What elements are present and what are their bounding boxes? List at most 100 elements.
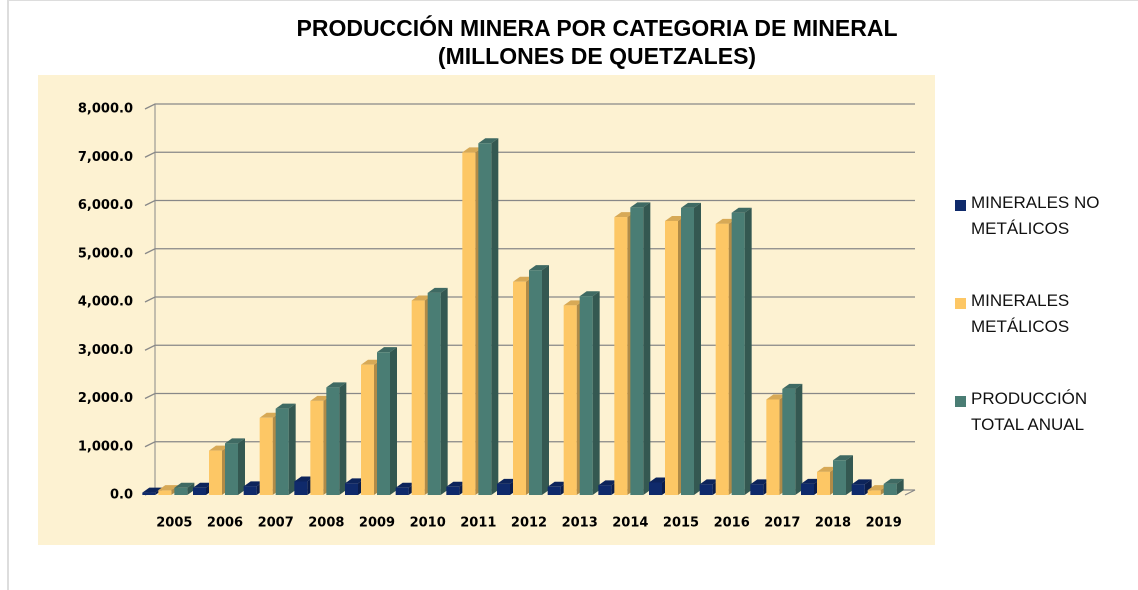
grid-line bbox=[144, 248, 915, 255]
bar bbox=[478, 143, 492, 495]
bar-top bbox=[513, 276, 533, 282]
bar-top bbox=[731, 207, 752, 213]
bar bbox=[665, 220, 678, 495]
bar-top bbox=[326, 382, 347, 388]
y-tick-label: 1,000.0 bbox=[78, 439, 133, 454]
y-tick-label: 4,000.0 bbox=[78, 295, 133, 310]
bar bbox=[462, 152, 476, 496]
bar-top bbox=[801, 478, 821, 484]
bar bbox=[817, 471, 830, 495]
bar bbox=[158, 490, 172, 495]
bar-top bbox=[259, 412, 280, 418]
bar-top bbox=[699, 479, 720, 485]
x-tick-label: 2006 bbox=[207, 516, 243, 531]
bar-top bbox=[782, 383, 803, 389]
bar-side bbox=[187, 482, 195, 495]
x-tick-label: 2013 bbox=[562, 516, 598, 531]
x-tick-label: 2012 bbox=[511, 516, 547, 531]
bar bbox=[529, 270, 542, 495]
bar-top bbox=[529, 265, 549, 271]
bar bbox=[513, 281, 526, 495]
bar-top bbox=[294, 476, 315, 482]
bar-top bbox=[614, 212, 635, 218]
bar bbox=[446, 486, 460, 495]
bar-top bbox=[142, 487, 163, 493]
legend-swatch bbox=[955, 298, 966, 309]
x-tick-label: 2009 bbox=[359, 516, 395, 531]
x-tick-label: 2005 bbox=[156, 516, 192, 531]
bar bbox=[867, 490, 881, 495]
bar bbox=[598, 485, 612, 495]
bar-side bbox=[643, 202, 651, 495]
bar bbox=[310, 400, 324, 495]
bar bbox=[427, 292, 441, 495]
bar-top bbox=[630, 202, 651, 208]
bar-top bbox=[750, 479, 771, 485]
x-tick-label: 2017 bbox=[764, 516, 800, 531]
bar-top bbox=[478, 138, 499, 144]
bar-top bbox=[361, 359, 381, 365]
bar-side bbox=[390, 347, 397, 495]
x-tick-label: 2018 bbox=[815, 516, 851, 531]
legend-label: MINERALES METÁLICOS bbox=[971, 291, 1070, 336]
x-tick-label: 2008 bbox=[308, 516, 344, 531]
bar bbox=[731, 212, 745, 496]
legend: MINERALES NO METÁLICOS MINERALES METÁLICO… bbox=[955, 193, 1135, 489]
bar-top bbox=[598, 480, 619, 486]
bar-top bbox=[225, 438, 245, 444]
bar bbox=[579, 296, 593, 495]
grid-line bbox=[144, 199, 915, 207]
bar-top bbox=[851, 479, 872, 485]
bar bbox=[699, 484, 713, 495]
bar-top bbox=[209, 445, 229, 451]
bar bbox=[614, 217, 628, 495]
y-tick-label: 2,000.0 bbox=[78, 391, 133, 406]
bar bbox=[225, 443, 238, 495]
bar bbox=[411, 300, 425, 495]
grid-line bbox=[144, 296, 915, 303]
y-tick-label: 0.0 bbox=[110, 488, 133, 503]
bar-top bbox=[766, 394, 787, 400]
bar bbox=[193, 487, 206, 495]
bar-side bbox=[288, 403, 296, 495]
bar bbox=[715, 223, 729, 495]
bar bbox=[630, 207, 644, 495]
bar-top bbox=[193, 482, 213, 488]
bar bbox=[243, 486, 257, 495]
bar bbox=[649, 482, 662, 495]
bar-top bbox=[665, 215, 685, 221]
y-tick-label: 6,000.0 bbox=[78, 198, 133, 213]
bar-top bbox=[497, 478, 517, 484]
bar bbox=[361, 364, 374, 495]
x-tick-label: 2016 bbox=[714, 516, 750, 531]
bar bbox=[142, 492, 156, 495]
bar-side bbox=[694, 202, 701, 495]
bar-top bbox=[310, 395, 331, 401]
legend-swatch bbox=[955, 200, 966, 211]
bar-side bbox=[795, 383, 803, 495]
y-tick-label: 3,000.0 bbox=[78, 343, 133, 358]
bar bbox=[275, 408, 289, 495]
legend-item: MINERALES NO METÁLICOS bbox=[955, 193, 1135, 293]
bar-top bbox=[427, 287, 448, 293]
bar-top bbox=[681, 202, 701, 208]
bar-side bbox=[339, 382, 347, 495]
bar-top bbox=[867, 485, 888, 491]
bar-side bbox=[542, 265, 549, 495]
bar bbox=[681, 207, 694, 495]
bar-top bbox=[462, 147, 483, 153]
bar-top bbox=[158, 485, 179, 491]
bar-side bbox=[896, 478, 904, 495]
bar-top bbox=[547, 481, 568, 487]
legend-label: PRODUCCIÓN TOTAL ANUAL bbox=[971, 389, 1088, 434]
grid-line bbox=[144, 392, 915, 400]
y-tick-label: 5,000.0 bbox=[78, 246, 133, 261]
chart-subtitle: (MILLONES DE QUETZALES) bbox=[438, 43, 756, 69]
bar bbox=[563, 305, 577, 495]
bar-top bbox=[579, 291, 600, 297]
bar bbox=[833, 460, 846, 495]
grid-line bbox=[144, 344, 915, 351]
x-tick-label: 2007 bbox=[258, 516, 294, 531]
